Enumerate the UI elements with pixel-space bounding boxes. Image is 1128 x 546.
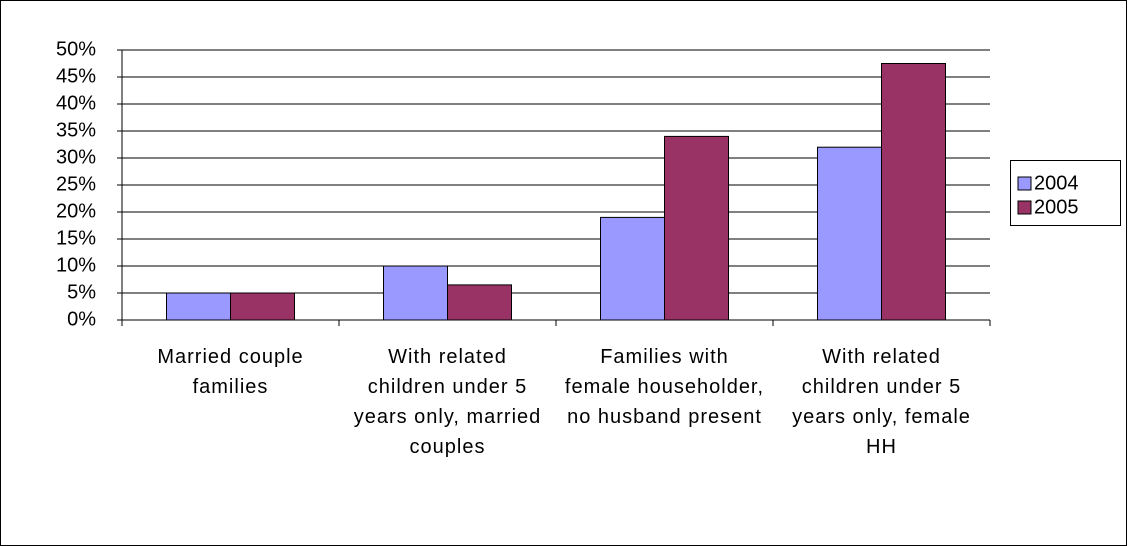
y-tick-label: 40% (56, 92, 96, 114)
bar (383, 265, 448, 321)
legend-label: 2005 (1034, 196, 1079, 218)
legend-swatch (1017, 200, 1032, 215)
y-tick-label: 5% (67, 281, 96, 303)
y-tick-label: 20% (56, 200, 96, 222)
y-tick-label: 25% (56, 173, 96, 195)
x-tick-label: Married couple families (157, 346, 304, 398)
bar (447, 284, 512, 321)
bar (664, 135, 729, 321)
legend-box (1010, 160, 1121, 226)
y-tick-label: 0% (67, 308, 96, 330)
legend-label: 2004 (1034, 172, 1079, 194)
bar (881, 63, 946, 321)
y-tick-label: 15% (56, 227, 96, 249)
y-tick-label: 45% (56, 65, 96, 87)
legend-swatch (1017, 176, 1032, 191)
y-tick-label: 50% (56, 38, 96, 60)
y-tick-label: 10% (56, 254, 96, 276)
bar (230, 292, 295, 321)
x-tick-label: With related children under 5 years only… (792, 346, 971, 458)
x-tick-label: With related children under 5 years only… (353, 346, 542, 458)
x-tick-label: Families with female householder, no hus… (564, 346, 765, 428)
bar (600, 216, 665, 321)
bar (817, 146, 882, 321)
y-tick-label: 30% (56, 146, 96, 168)
bar (166, 292, 231, 321)
y-tick-label: 35% (56, 119, 96, 141)
